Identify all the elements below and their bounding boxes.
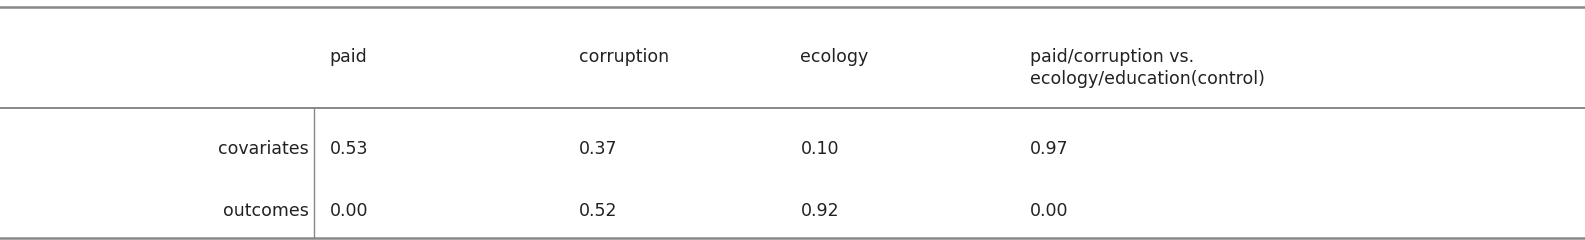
Text: outcomes: outcomes bbox=[223, 202, 309, 220]
Text: corruption: corruption bbox=[579, 48, 669, 66]
Text: 0.92: 0.92 bbox=[800, 202, 838, 220]
Text: 0.52: 0.52 bbox=[579, 202, 617, 220]
Text: 0.00: 0.00 bbox=[1030, 202, 1068, 220]
Text: 0.53: 0.53 bbox=[330, 140, 368, 158]
Text: 0.37: 0.37 bbox=[579, 140, 617, 158]
Text: 0.97: 0.97 bbox=[1030, 140, 1068, 158]
Text: ecology: ecology bbox=[800, 48, 869, 66]
Text: paid/corruption vs.
ecology/education(control): paid/corruption vs. ecology/education(co… bbox=[1030, 48, 1265, 88]
Text: covariates: covariates bbox=[219, 140, 309, 158]
Text: paid: paid bbox=[330, 48, 368, 66]
Text: 0.00: 0.00 bbox=[330, 202, 368, 220]
Text: 0.10: 0.10 bbox=[800, 140, 838, 158]
